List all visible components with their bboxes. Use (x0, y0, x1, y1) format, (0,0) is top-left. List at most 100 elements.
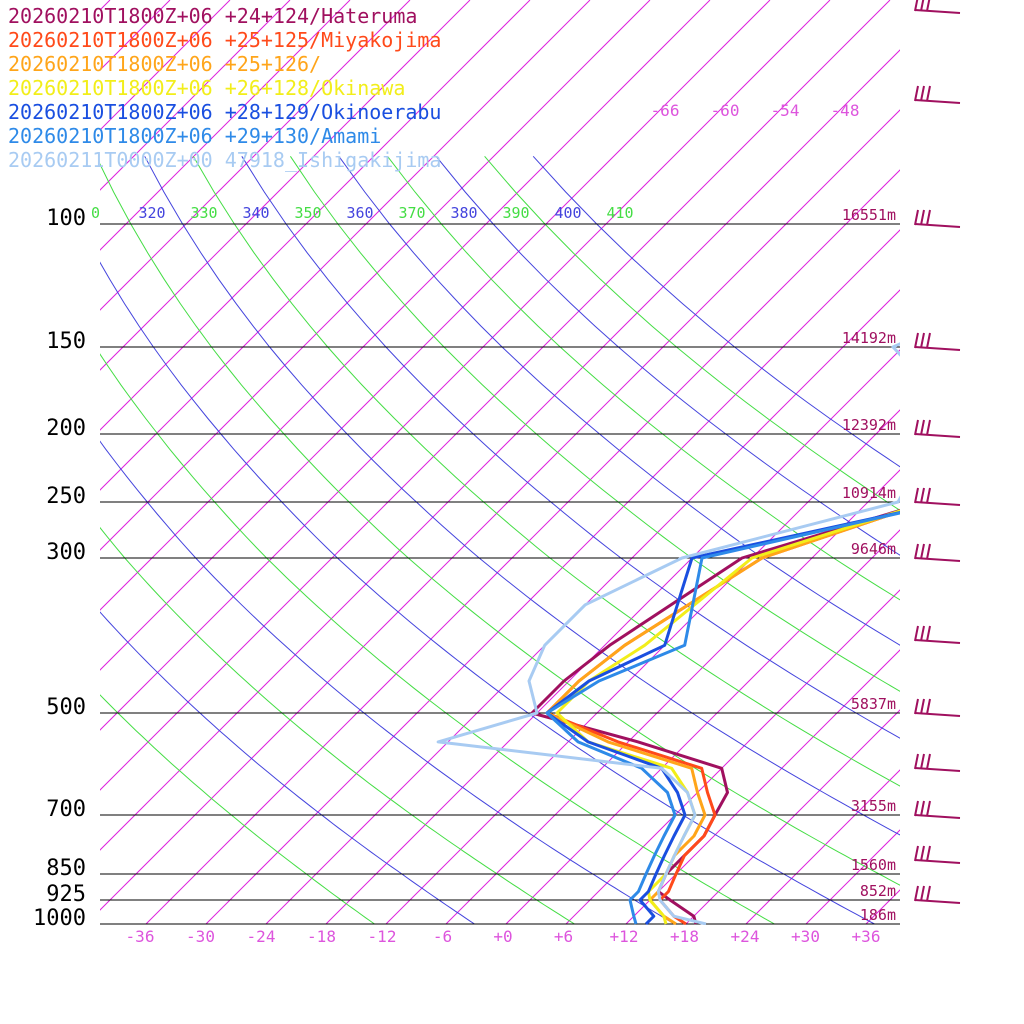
isotherm-line (565, 589, 900, 925)
wind-barb-flag (926, 543, 931, 560)
pressure-label: 200 (46, 416, 86, 441)
height-label: 14192m (842, 329, 896, 347)
height-label: 16551m (842, 206, 896, 224)
isotherm-line (100, 0, 411, 311)
isotherm-line (625, 649, 900, 925)
wind-barb-flag (926, 800, 931, 817)
height-label: 12392m (842, 416, 896, 434)
wind-barb (914, 814, 961, 819)
theta-curve (100, 261, 875, 925)
theta-curve (192, 156, 900, 787)
wind-barb-flag (926, 419, 931, 436)
isotherm-line (445, 469, 900, 925)
theta-curve (387, 155, 900, 601)
isotherm-line (505, 529, 900, 925)
wind-barb-flag (926, 845, 931, 862)
series-line-hateruma (530, 508, 900, 925)
legend-entry: 20260210T1800Z+06 +26+128/Okinawa (8, 76, 405, 100)
wind-barb-flag (926, 885, 931, 902)
wind-barb-flag (926, 625, 931, 642)
series-line-ishigakijima (436, 342, 900, 925)
wind-barb (914, 501, 961, 506)
series-line-okinoerabu (545, 510, 900, 925)
wind-barb (914, 639, 961, 644)
wind-barb-flag (926, 332, 931, 349)
wind-barb (914, 712, 961, 717)
wind-barb-flag (920, 332, 925, 349)
theta-label: 330 (190, 204, 217, 222)
pressure-label: 150 (46, 329, 86, 354)
theta-label: 380 (450, 204, 477, 222)
theta-curve (100, 353, 775, 925)
isotherm-line (265, 289, 900, 925)
isotherm-line (205, 229, 900, 925)
wind-barb-flag (914, 845, 919, 862)
theta-label: 350 (294, 204, 321, 222)
x-tick-label: -12 (368, 927, 397, 946)
height-label: 10914m (842, 484, 896, 502)
wind-barbs (914, 0, 961, 904)
wind-barb (914, 899, 961, 904)
wind-barb-flag (914, 625, 919, 642)
theta-curve (144, 156, 900, 836)
wind-barb-flag (914, 800, 919, 817)
wind-barb-flag (920, 885, 925, 902)
x-tick-label: -18 (307, 927, 336, 946)
grid (100, 0, 1024, 925)
theta-curve (289, 156, 900, 692)
wind-barb-flag (926, 698, 931, 715)
theta-curve (100, 440, 675, 925)
wind-barb (914, 223, 961, 228)
wind-barb-flag (914, 698, 919, 715)
theta-label: 390 (502, 204, 529, 222)
height-label: 186m (860, 906, 896, 924)
wind-barb-flag (914, 0, 919, 12)
isobars (100, 223, 900, 925)
height-label: 3155m (851, 797, 896, 815)
wind-barb (914, 433, 961, 438)
wind-barb-flag (914, 753, 919, 770)
isotherm-line (100, 0, 471, 371)
legend-entry: 20260210T1800Z+06 +28+129/Okinoerabu (8, 100, 441, 124)
x-tick-label: -30 (186, 927, 215, 946)
wind-barb-flag (920, 753, 925, 770)
theta-label: 320 (138, 204, 165, 222)
series-line-okinawa (555, 509, 900, 925)
top-temp-label: -54 (771, 101, 800, 120)
x-tick-label: -24 (247, 927, 276, 946)
pressure-label: 925 (46, 882, 86, 907)
isotherm-line (100, 0, 591, 491)
wind-barb (914, 859, 961, 864)
wind-barb-flag (926, 0, 931, 12)
isotherm-line (100, 0, 711, 611)
theta-curve (100, 526, 575, 925)
isotherm-line (100, 49, 900, 851)
legend-entry: 20260210T1800Z+06 +24+124/Hateruma (8, 4, 417, 28)
series-line-amami (545, 511, 900, 925)
wind-barb-flag (920, 625, 925, 642)
pressure-label: 500 (46, 695, 86, 720)
wind-barb-flag (920, 800, 925, 817)
isotherm-line (986, 0, 1024, 924)
wind-barb-flag (920, 698, 925, 715)
axis-labels: 100 16551m 150 14192m 200 12392m 250 10914m 300 9… (33, 101, 896, 946)
top-temp-label: -60 (711, 101, 740, 120)
series-group (436, 342, 900, 925)
theta-label: 340 (242, 204, 269, 222)
x-tick-label: +6 (554, 927, 573, 946)
isotherm-line (926, 0, 1024, 924)
x-tick-label: +0 (493, 927, 512, 946)
legend-entry: 20260211T0000Z+00 47918_Ishigakijima (8, 148, 441, 172)
wind-barb-flag (914, 85, 919, 102)
x-tick-label: +12 (610, 927, 639, 946)
series-line--25-126 (545, 509, 900, 925)
pressure-label: 300 (46, 540, 86, 565)
theta-curve (338, 156, 900, 646)
isotherm-line (385, 409, 900, 925)
wind-barb-flag (914, 885, 919, 902)
wind-barb-flag (926, 85, 931, 102)
height-label: 5837m (851, 695, 896, 713)
theta-label: 0 (91, 204, 100, 222)
wind-barb-flag (914, 419, 919, 436)
wind-barb-flag (914, 543, 919, 560)
